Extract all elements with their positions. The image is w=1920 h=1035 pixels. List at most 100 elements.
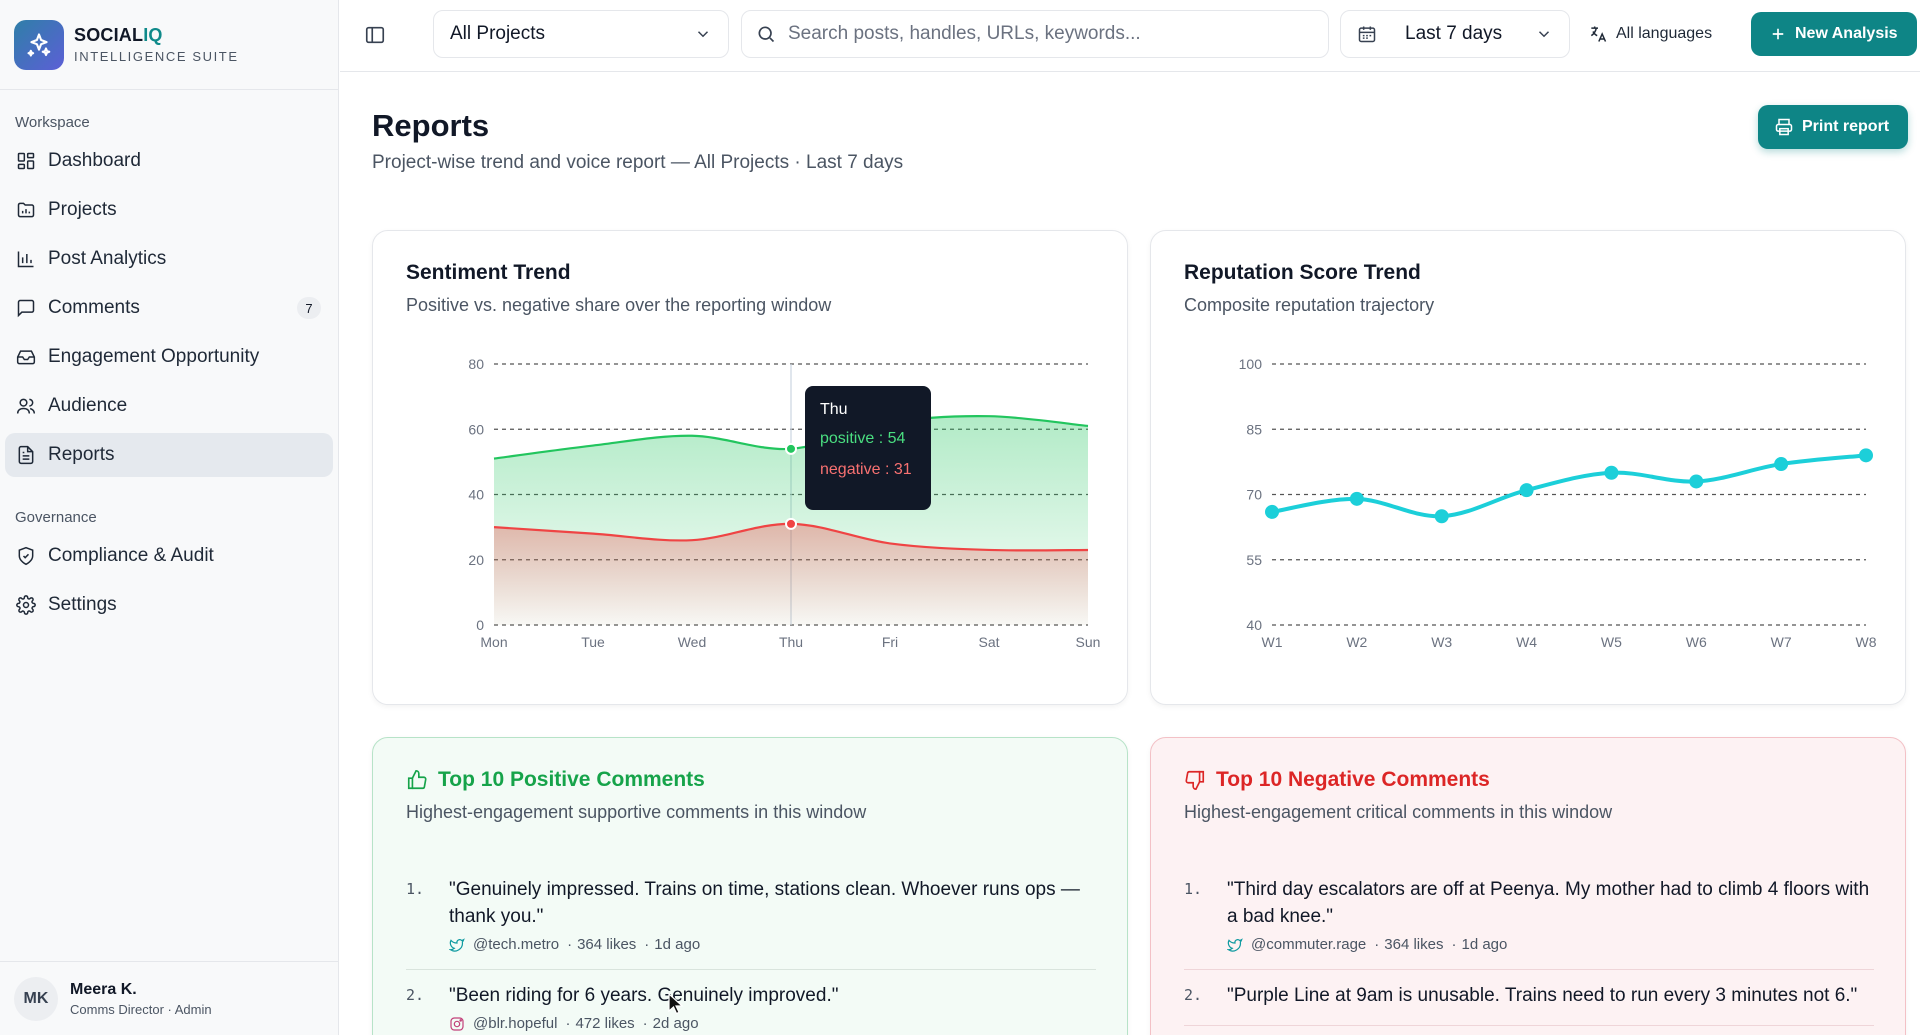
comment-handle[interactable]: @blr.hopeful <box>473 1015 558 1032</box>
negative-comments-title: Top 10 Negative Comments <box>1184 768 1490 792</box>
data-point <box>1774 457 1789 472</box>
data-point-negative <box>785 517 797 530</box>
x-tick-label: W1 <box>1262 634 1283 650</box>
sidebar-item-audience[interactable]: Audience <box>5 384 333 428</box>
print-report-label: Print report <box>1802 118 1890 135</box>
x-tick-label: Wed <box>678 634 707 650</box>
sidebar-item-settings[interactable]: Settings <box>5 583 333 627</box>
nav-section-governance: Governance <box>15 509 97 526</box>
shield-check-icon <box>15 545 37 567</box>
sidebar-item-reports[interactable]: Reports <box>5 433 333 477</box>
search-box[interactable] <box>741 10 1329 58</box>
x-tick-label: Mon <box>480 634 507 650</box>
reputation-score-chart[interactable]: 40 55 70 85 100 W1 W2 W3 W4 W5 W6 W7 W8 <box>1151 231 1906 705</box>
search-icon <box>758 26 775 43</box>
user-role: Comms Director · Admin <box>70 1001 212 1017</box>
comment-rank: 1. <box>406 880 425 898</box>
brand-subtitle: INTELLIGENCE SUITE <box>74 49 239 64</box>
x-tick-label: W6 <box>1686 634 1707 650</box>
comment-rank: 2. <box>1184 986 1203 1004</box>
positive-comments-title: Top 10 Positive Comments <box>406 768 705 792</box>
comment-text: "Purple Line at 9am is unusable. Trains … <box>1227 985 1858 1006</box>
y-tick-label: 85 <box>1246 421 1262 437</box>
instagram-icon <box>449 1016 465 1032</box>
comments-count-badge: 7 <box>297 297 321 319</box>
y-tick-label: 40 <box>468 487 484 503</box>
sidebar-item-label: Comments <box>48 297 140 318</box>
positive-comments-subtitle: Highest-engagement supportive comments i… <box>406 802 867 822</box>
brand[interactable]: SOCIALIQ INTELLIGENCE SUITE <box>0 0 338 90</box>
sidebar-item-label: Dashboard <box>48 150 141 171</box>
x-tick-label: Sat <box>978 634 999 650</box>
x-tick-label: Thu <box>779 634 803 650</box>
series-area-negative <box>494 523 1088 625</box>
dashboard-icon <box>15 150 37 172</box>
reputation-score-title: Reputation Score Trend <box>1184 261 1421 284</box>
x-tick-label: Sun <box>1076 634 1101 650</box>
date-range-value: Last 7 days <box>1405 23 1503 44</box>
sentiment-trend-chart[interactable]: 0 20 40 60 80 Mon Tue Wed Thu Fri Sat Sun <box>373 231 1128 705</box>
y-tick-label: 20 <box>468 552 484 568</box>
panel-left-icon <box>365 26 385 44</box>
plus-icon <box>1769 25 1787 43</box>
chevron-down-icon <box>697 31 709 38</box>
data-point <box>1265 504 1279 519</box>
message-icon <box>15 297 37 319</box>
search-input[interactable] <box>788 23 1308 45</box>
gear-icon <box>15 594 37 616</box>
data-point <box>1349 491 1364 506</box>
sidebar: SOCIALIQ INTELLIGENCE SUITE Workspace Da… <box>0 0 339 1035</box>
comment-text: "Third day escalators are off at Peenya.… <box>1227 879 1870 927</box>
language-value: All languages <box>1616 25 1713 42</box>
comment-likes: 364 likes <box>1384 936 1444 953</box>
user-name: Meera K. <box>70 980 137 998</box>
sentiment-trend-subtitle: Positive vs. negative share over the rep… <box>406 295 832 315</box>
list-item[interactable]: 2. "Purple Line at 9am is unusable. Trai… <box>1184 982 1874 1026</box>
sidebar-item-label: Reports <box>48 444 115 465</box>
series-line-score <box>1271 453 1867 519</box>
calendar-icon <box>1358 26 1376 43</box>
project-select-value: All Projects <box>450 23 546 44</box>
governance-nav: Compliance & Audit Settings <box>0 534 338 627</box>
date-range-select[interactable]: Last 7 days <box>1340 10 1570 58</box>
x-tick-label: W8 <box>1856 634 1877 650</box>
sidebar-item-dashboard[interactable]: Dashboard <box>5 139 333 183</box>
sentiment-trend-title: Sentiment Trend <box>406 261 571 284</box>
x-tick-label: W2 <box>1346 634 1367 650</box>
sparkle-logo-icon <box>14 19 64 70</box>
comment-handle[interactable]: @tech.metro <box>473 936 560 953</box>
comment-rank: 1. <box>1184 880 1203 898</box>
sidebar-item-comments[interactable]: Comments 7 <box>5 286 333 330</box>
y-tick-label: 70 <box>1246 487 1262 503</box>
data-point <box>1519 483 1534 498</box>
list-item[interactable]: 1. "Genuinely impressed. Trains on time,… <box>406 876 1096 970</box>
sidebar-item-label: Projects <box>48 199 117 220</box>
sidebar-item-projects[interactable]: Projects <box>5 188 333 232</box>
list-item[interactable]: 2. "Been riding for 6 years. Genuinely i… <box>406 982 1096 1035</box>
thumbs-up-icon <box>406 769 428 791</box>
sidebar-item-compliance-audit[interactable]: Compliance & Audit <box>5 534 333 578</box>
sidebar-item-post-analytics[interactable]: Post Analytics <box>5 237 333 281</box>
comment-age: 1d ago <box>654 936 701 953</box>
top-positive-comments-card: Top 10 Positive Comments Highest-engagem… <box>372 737 1128 1035</box>
comment-handle[interactable]: @commuter.rage <box>1251 936 1367 953</box>
sidebar-item-label: Audience <box>48 395 128 416</box>
user-profile[interactable]: MK Meera K. Comms Director · Admin <box>0 961 339 1035</box>
thumbs-down-icon <box>1184 769 1206 791</box>
sentiment-trend-card: Sentiment Trend Positive vs. negative sh… <box>372 230 1128 705</box>
language-select[interactable]: All languages <box>1588 20 1712 48</box>
x-tick-label: W3 <box>1431 634 1452 650</box>
x-tick-label: W7 <box>1771 634 1792 650</box>
list-item[interactable]: 1. "Third day escalators are off at Peen… <box>1184 876 1874 970</box>
users-icon <box>15 395 37 417</box>
print-report-button[interactable]: Print report <box>1758 105 1908 149</box>
brand-name: SOCIALIQ <box>74 25 163 45</box>
data-point-positive <box>785 442 797 455</box>
bar-chart-icon <box>15 248 37 270</box>
negative-comments-subtitle: Highest-engagement critical comments in … <box>1184 802 1613 822</box>
sidebar-toggle-button[interactable] <box>360 20 390 50</box>
sidebar-item-engagement-opportunity[interactable]: Engagement Opportunity <box>5 335 333 379</box>
new-analysis-button[interactable]: New Analysis <box>1751 12 1917 56</box>
printer-icon <box>1775 118 1793 136</box>
project-select[interactable]: All Projects <box>433 10 729 58</box>
